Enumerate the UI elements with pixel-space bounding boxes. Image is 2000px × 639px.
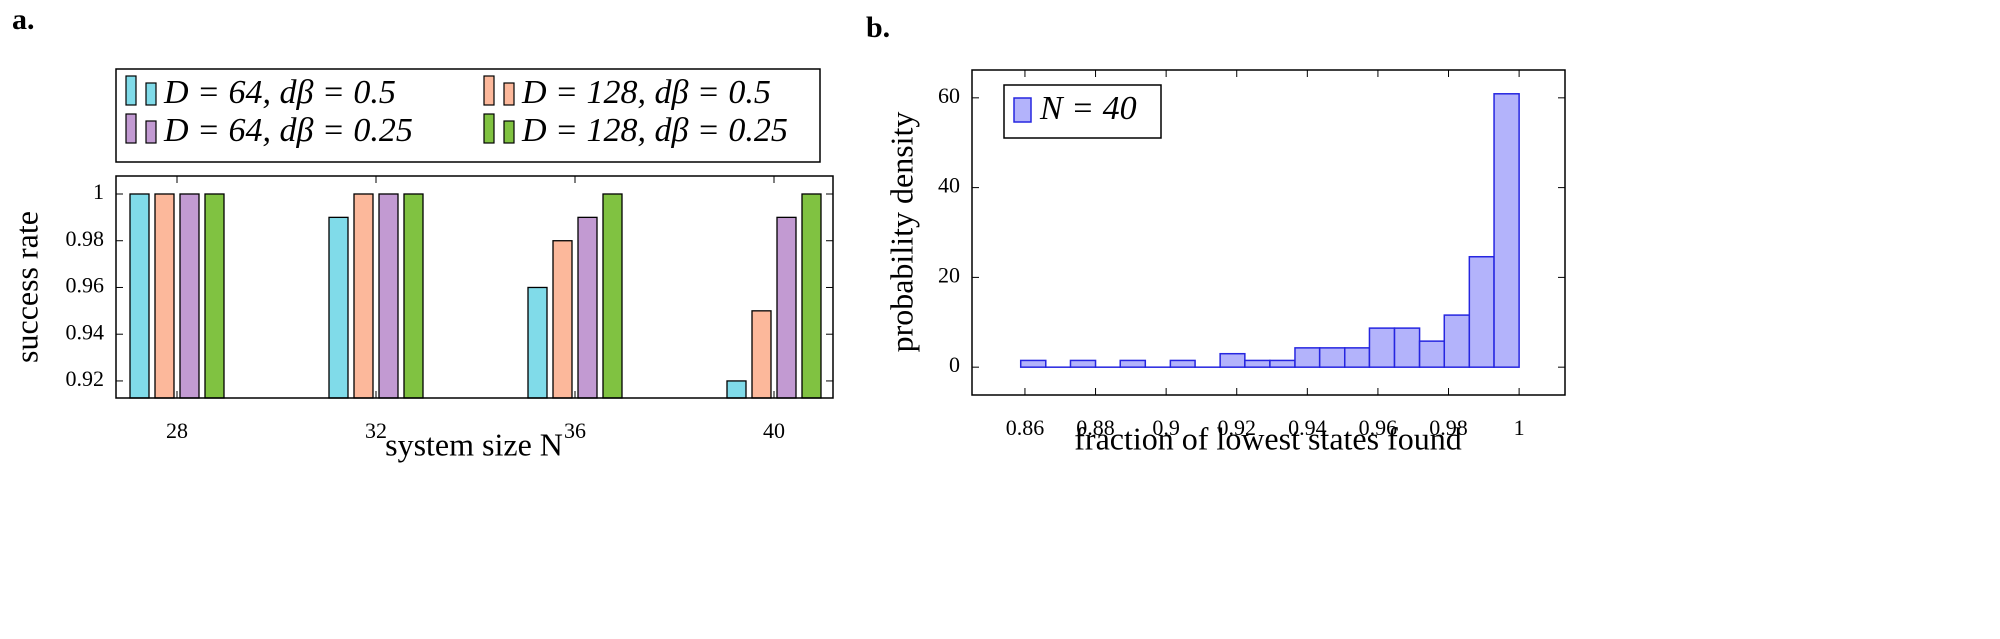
legend-label: D = 64, dβ = 0.5 [163,74,396,111]
x-tick-label: 28 [166,418,188,443]
histogram-bar [1019,359,1047,368]
bar [403,193,424,399]
legend-label: N = 40 [1039,90,1137,127]
legend-label: D = 128, dβ = 0.5 [521,74,771,111]
legend-swatch [483,75,495,106]
panel-label: b. [866,11,890,44]
y-axis-label: success rate [8,211,44,363]
y-tick-label: 0 [949,352,960,377]
x-tick-label: 0.96 [1359,415,1398,440]
legend-label: D = 128, dβ = 0.25 [521,112,788,149]
histogram-bar [1443,314,1471,368]
legend-swatch [125,75,137,106]
legend-box [115,68,821,163]
histogram-bar [1468,255,1495,368]
histogram-bar [1219,352,1246,368]
bar [527,286,548,399]
histogram-bar [1343,347,1371,368]
bar [378,193,399,399]
histogram-bar [1418,340,1446,368]
bar [154,193,175,399]
bar [129,193,150,399]
y-tick-label: 1 [93,179,104,204]
y-tick-label: 0.96 [66,273,105,298]
histogram-bar [1069,359,1097,368]
histogram-bar [1269,359,1296,368]
x-axis-label: system size N [385,426,563,462]
legend-swatch [483,113,495,144]
plot-frame [115,175,834,399]
bar [602,193,623,399]
histogram-bar [1318,347,1346,368]
plot-frame [971,69,1566,396]
y-tick-label: 60 [938,83,960,108]
x-tick-label: 40 [763,418,785,443]
bar [751,310,772,399]
x-tick-label: 1 [1514,415,1525,440]
histogram-bar [1294,347,1321,368]
y-tick-label: 0.98 [66,226,105,251]
bar [204,193,225,399]
x-tick-label: 0.92 [1217,415,1256,440]
legend-swatch [125,113,137,144]
histogram-bar [1393,327,1421,368]
legend-swatch [503,82,515,106]
bar [726,380,747,399]
y-axis-label: probability density [883,112,919,353]
bar [801,193,822,399]
x-tick-label: 0.94 [1288,415,1327,440]
panel-label: a. [12,3,35,36]
bar [577,216,598,399]
histogram-bar [1493,93,1520,368]
x-tick-label: 0.9 [1152,415,1180,440]
x-axis-label: fraction of lowest states found [1074,420,1461,456]
legend-swatch [145,82,157,106]
bar [328,216,349,399]
bar [552,240,573,399]
histogram-bar [1169,359,1196,368]
y-tick-label: 0.92 [66,366,105,391]
legend-swatch [1013,97,1032,123]
histogram-bar [1244,359,1271,368]
x-tick-label: 0.98 [1429,415,1468,440]
bar [776,216,797,399]
x-tick-label: 0.88 [1076,415,1115,440]
bar [353,193,374,399]
bar [179,193,200,399]
y-tick-label: 20 [938,262,960,287]
y-tick-label: 40 [938,173,960,198]
y-tick-label: 0.94 [66,319,105,344]
legend-swatch [145,120,157,144]
histogram-bar [1368,327,1396,368]
legend-swatch [503,120,515,144]
legend-label: D = 64, dβ = 0.25 [163,112,413,149]
x-tick-label: 36 [564,418,586,443]
histogram-bar [1119,359,1147,368]
x-tick-label: 32 [365,418,387,443]
x-tick-label: 0.86 [1006,415,1045,440]
